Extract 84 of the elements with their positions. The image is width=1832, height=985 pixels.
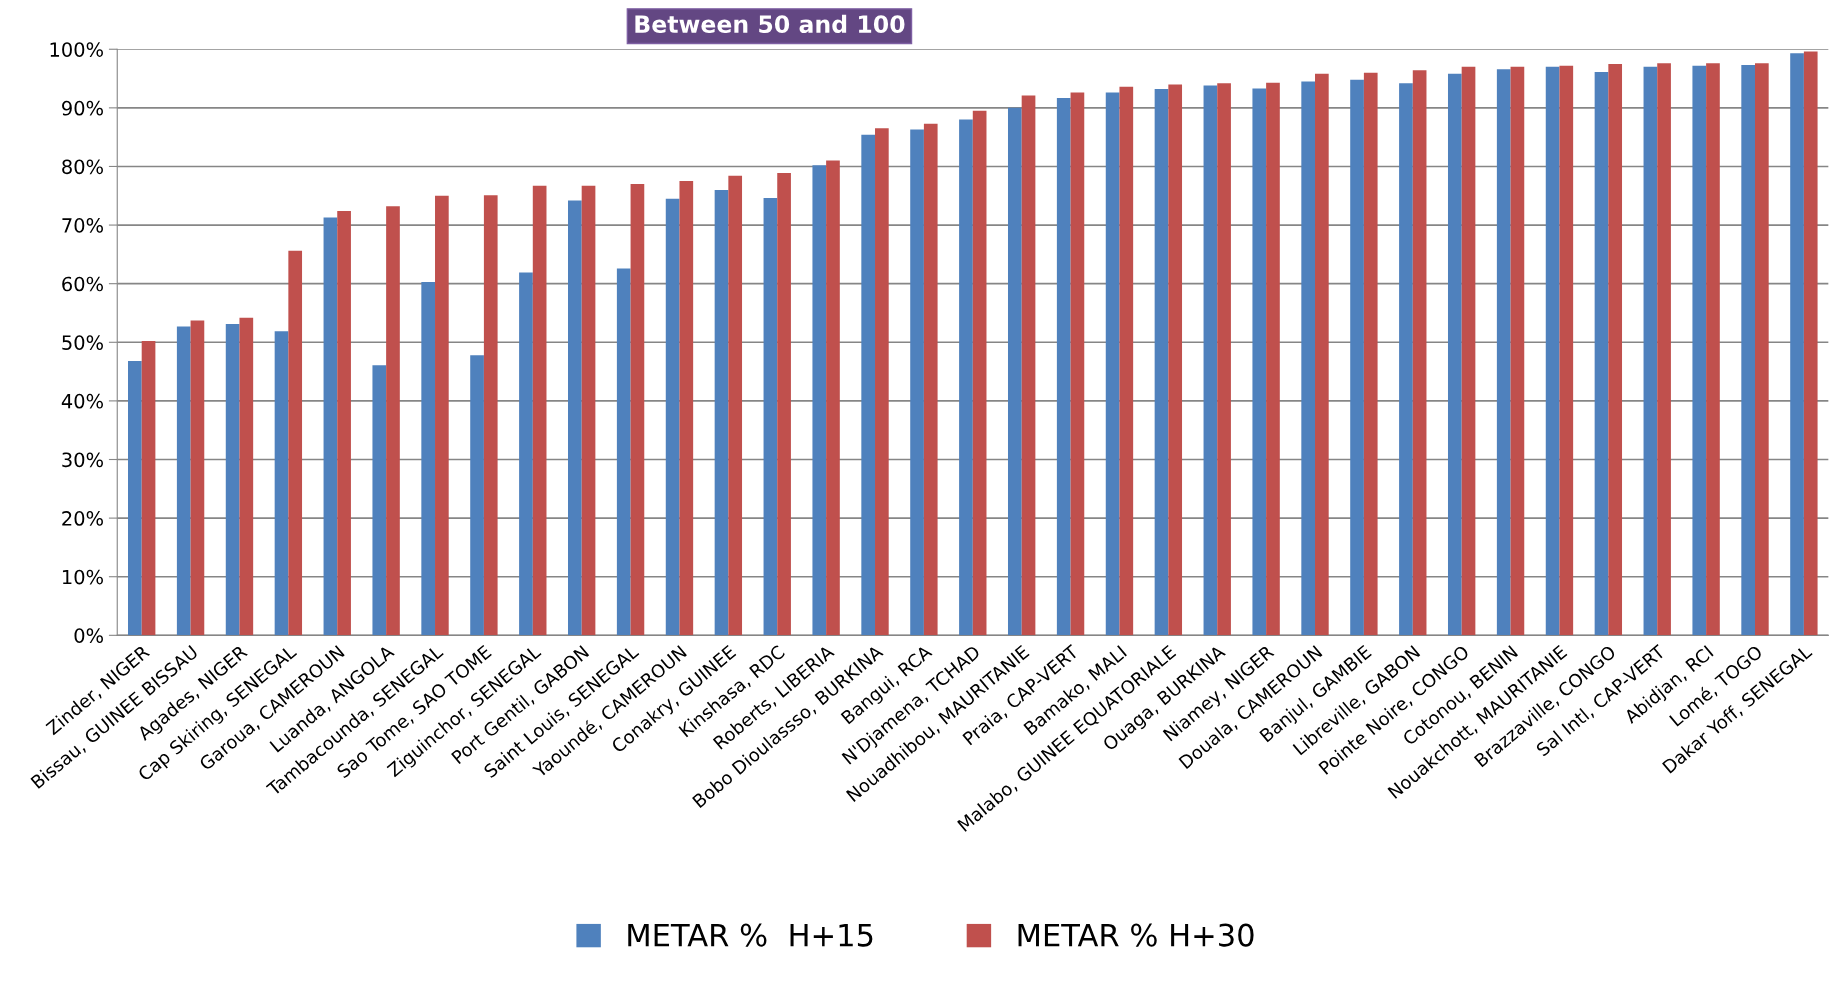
bar <box>1741 65 1755 636</box>
bar <box>1105 92 1120 636</box>
bar <box>1217 83 1231 636</box>
y-tick-label: 10% <box>62 569 103 585</box>
bar <box>679 181 694 636</box>
bar <box>1790 53 1804 636</box>
bar <box>1608 63 1623 636</box>
bar <box>1755 63 1769 636</box>
bar <box>1168 84 1183 636</box>
bar <box>1510 66 1525 636</box>
bar <box>959 119 973 636</box>
bar <box>225 324 240 636</box>
bar <box>1363 72 1378 636</box>
bar <box>1056 97 1071 636</box>
bar <box>1021 95 1036 636</box>
bar <box>568 200 582 636</box>
y-tick-label: 0% <box>74 628 103 643</box>
bar <box>1706 63 1720 636</box>
bar <box>323 217 338 636</box>
chart-title: Between 50 and 100 <box>635 14 905 34</box>
bar <box>1447 73 1462 636</box>
bar <box>176 326 191 636</box>
bar <box>630 184 645 636</box>
bar <box>386 206 400 636</box>
bar <box>581 185 596 636</box>
bar <box>1545 66 1560 636</box>
bar <box>812 165 827 636</box>
bar <box>141 341 156 636</box>
legend-label: METAR % H+30 <box>1018 923 1254 947</box>
bar <box>435 195 449 636</box>
y-tick-label: 20% <box>62 511 103 526</box>
bar <box>1315 73 1329 636</box>
bar <box>421 281 436 636</box>
y-tick-label: 40% <box>61 393 103 409</box>
bar <box>1203 85 1218 636</box>
bar <box>728 175 743 636</box>
bar <box>665 198 680 636</box>
bar <box>1496 69 1511 636</box>
bar <box>923 123 938 636</box>
bar <box>519 272 533 636</box>
bar <box>274 331 289 636</box>
bar <box>532 185 547 636</box>
bar <box>1399 83 1413 636</box>
bar <box>616 268 631 636</box>
bar <box>190 320 205 636</box>
bar <box>763 198 778 636</box>
y-tick-label: 30% <box>62 452 103 468</box>
bar <box>1643 66 1658 636</box>
bar <box>861 134 876 636</box>
bar <box>1803 51 1818 636</box>
bar <box>1657 63 1671 636</box>
bar <box>1266 82 1280 636</box>
bar <box>483 195 498 636</box>
bar <box>910 129 924 636</box>
bar <box>1412 70 1427 636</box>
bar <box>128 361 142 636</box>
bar <box>372 365 387 636</box>
bar <box>288 250 303 636</box>
bar <box>1692 65 1707 636</box>
y-tick-label: 80% <box>62 159 103 175</box>
bar <box>1461 66 1476 636</box>
bar <box>1559 65 1574 636</box>
legend-label: METAR % H+15 <box>628 923 873 947</box>
bar <box>1350 79 1364 636</box>
bar <box>714 189 729 636</box>
y-tick-label: 90% <box>62 100 103 116</box>
bar <box>1154 89 1169 636</box>
bar <box>1070 92 1085 636</box>
bar <box>239 317 254 636</box>
bar <box>1007 107 1022 636</box>
bar <box>337 211 351 636</box>
y-tick-label: 70% <box>62 218 103 233</box>
bar <box>1252 88 1267 636</box>
bar <box>470 355 484 636</box>
bar <box>1301 81 1316 636</box>
bar <box>1119 86 1134 636</box>
bar <box>1594 72 1609 636</box>
y-tick-label: 60% <box>62 276 103 292</box>
bar <box>826 160 840 636</box>
bar <box>777 172 791 636</box>
y-tick-label: 50% <box>62 335 103 350</box>
bar <box>875 128 889 636</box>
bar <box>972 110 987 636</box>
y-tick-label: 100% <box>50 42 103 57</box>
